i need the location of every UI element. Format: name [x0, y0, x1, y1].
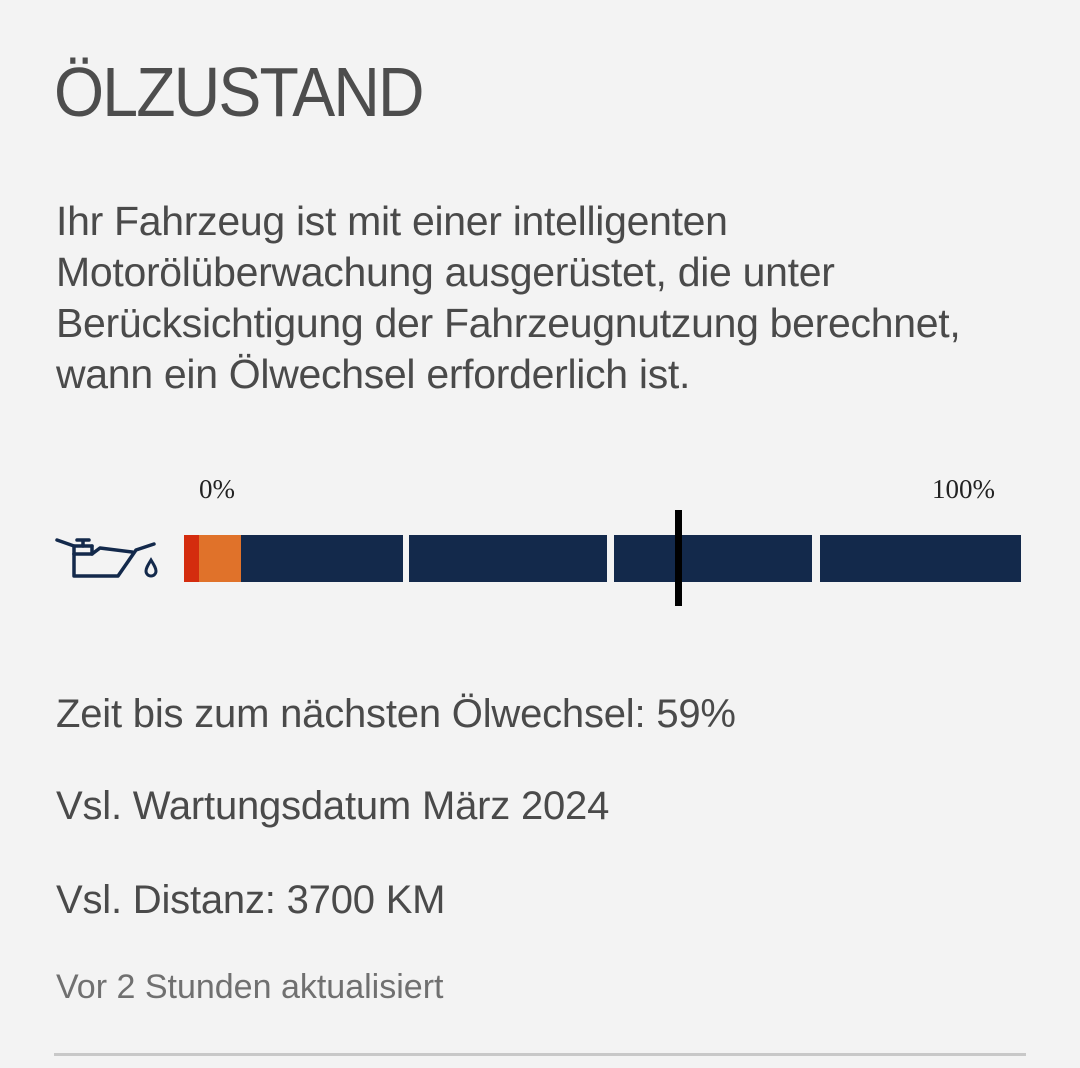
gauge-min-label: 0%: [199, 474, 235, 504]
gauge-segment: [409, 535, 607, 582]
gauge-warning-segment: [199, 535, 241, 582]
last-updated-text: Vor 2 Stunden aktualisiert: [56, 968, 444, 1006]
divider: [54, 1053, 1026, 1056]
gauge-segment: [614, 535, 812, 582]
gauge-segment: [241, 535, 403, 582]
gauge-critical-segment: [184, 535, 199, 582]
gauge-max-label: 100%: [932, 474, 995, 504]
oil-life-gauge: [184, 535, 1021, 582]
gauge-current-marker: [674, 510, 682, 606]
time-until-oil-change: Zeit bis zum nächsten Ölwechsel: 59%: [56, 692, 736, 736]
description-text: Ihr Fahrzeug ist mit einer intelligenten…: [56, 198, 961, 397]
page-title: ÖLZUSTAND: [54, 53, 425, 131]
oil-can-icon: [55, 538, 158, 578]
gauge-segment: [820, 535, 1021, 582]
service-date: Vsl. Wartungsdatum März 2024: [56, 784, 610, 828]
remaining-distance: Vsl. Distanz: 3700 KM: [56, 878, 446, 922]
